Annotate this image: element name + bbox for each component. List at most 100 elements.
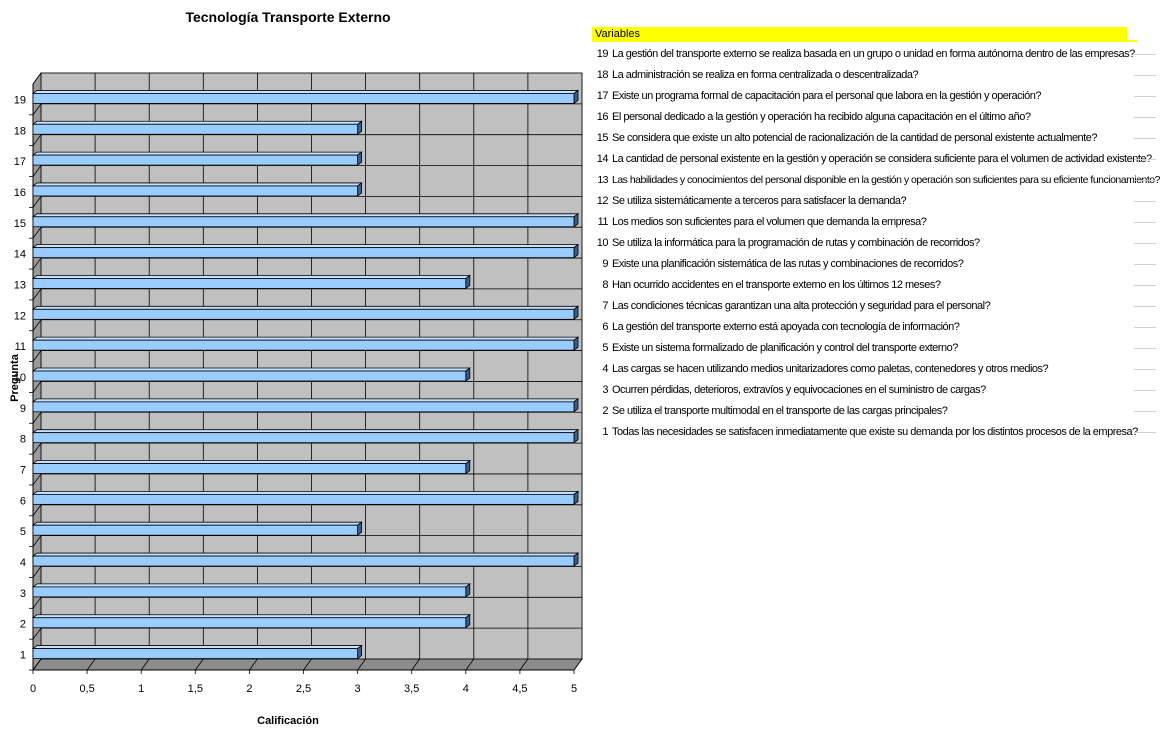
legend-item-text: La cantidad de personal existente en la … xyxy=(612,153,1152,165)
bar-1 xyxy=(31,644,363,660)
bar-top-face xyxy=(31,645,363,649)
x-tick-label: 3 xyxy=(355,683,361,695)
x-axis-title: Calificación xyxy=(257,715,319,727)
side-gridline xyxy=(32,504,42,517)
y-tick-label: 14 xyxy=(14,249,26,261)
side-gridline xyxy=(32,473,42,486)
bar-19 xyxy=(31,89,580,105)
floor-gridline xyxy=(519,658,529,671)
bar-16 xyxy=(31,182,363,197)
legend-item-text: Se considera que existe un alto potencia… xyxy=(612,132,1097,144)
legend-item-number: 11 xyxy=(597,216,609,228)
legend-item-number: 12 xyxy=(596,195,609,207)
legend-item: 18 La administración se realiza en forma … xyxy=(592,65,1164,86)
legend-header-highlight xyxy=(592,27,1127,41)
bar-18 xyxy=(31,120,363,136)
legend-item-number: 4 xyxy=(602,363,608,375)
bar-front-face xyxy=(32,648,359,659)
x-tick-label: 1,5 xyxy=(188,683,203,695)
side-gridline xyxy=(32,627,42,640)
legend-item-number: 2 xyxy=(602,405,608,417)
bar-front-face xyxy=(32,185,359,197)
bar-top-face xyxy=(31,367,471,372)
legend-item-number: 19 xyxy=(596,48,609,60)
legend-item-divider xyxy=(1134,432,1156,433)
legend-item-divider xyxy=(1134,264,1156,265)
legend-item: 17 Existe un programa formal de capacitac… xyxy=(592,86,1164,107)
bar-top-face xyxy=(31,90,580,94)
bar-12 xyxy=(31,305,580,321)
legend-item-text: Existe un sistema formalizado de planifi… xyxy=(612,342,958,354)
legend-item-text: La gestión del transporte externo se rea… xyxy=(612,48,1135,60)
legend-item: 12 Se utiliza sistemáticamente a terceros… xyxy=(592,191,1164,212)
bar-front-face xyxy=(32,524,359,536)
legend-item: 8 Han ocurrido accidentes en el transport… xyxy=(592,275,1164,296)
bar-chart: Tecnología Transporte Externo 0 0,5 1 1,5 2 2… xyxy=(9,9,583,727)
bar-top-face xyxy=(31,213,580,218)
x-tick-label: 0 xyxy=(30,683,36,695)
legend-item-number: 1 xyxy=(602,426,608,438)
bar-top-face xyxy=(31,614,471,619)
legend-item: 9 Existe una planificación sistemática de… xyxy=(592,254,1164,275)
legend-item-text: Todas las necesidades se satisfacen inme… xyxy=(612,426,1138,438)
legend-item: 3 Ocurren pérdidas, deterioros, extravíos… xyxy=(592,380,1164,401)
legend-item-number: 13 xyxy=(597,174,608,186)
legend-item-text: Se utiliza el transporte multimodal en e… xyxy=(612,405,948,417)
legend-item-divider xyxy=(1134,138,1156,139)
bar-front-face xyxy=(32,463,467,474)
bar-5 xyxy=(31,521,363,537)
bar-front-face xyxy=(32,586,467,598)
legend-header-label: Variables xyxy=(595,28,641,40)
legend-item-text: Los medios son suficientes para el volum… xyxy=(612,216,927,228)
y-tick-label: 18 xyxy=(14,125,26,137)
legend-item: 4 Las cargas se hacen utilizando medios u… xyxy=(592,359,1164,380)
bar-front-face xyxy=(32,555,575,567)
bar-front-face xyxy=(32,278,467,289)
legend-item-divider xyxy=(1134,411,1156,412)
bar-top-face xyxy=(31,398,580,403)
legend-item-text: Se utiliza sistemáticamente a terceros p… xyxy=(612,195,907,207)
legend-item-divider xyxy=(1134,96,1156,97)
bar-front-face xyxy=(32,216,575,228)
bar-front-face xyxy=(32,370,467,382)
legend-item-text: Las cargas se hacen utilizando medios un… xyxy=(612,363,1049,375)
side-gridline xyxy=(32,226,42,239)
legend-item-number: 15 xyxy=(596,132,609,144)
y-tick-label: 16 xyxy=(14,187,26,199)
bar-14 xyxy=(31,243,580,259)
bar-front-face xyxy=(32,308,575,320)
legend-item-text: Las condiciones técnicas garantizan una … xyxy=(612,300,991,312)
bar-2 xyxy=(31,613,471,629)
bar-top-face xyxy=(31,460,471,464)
bar-top-face xyxy=(31,244,580,249)
legend-item: 2 Se utiliza el transporte multimodal en … xyxy=(592,401,1164,422)
legend-item-text: Ocurren pérdidas, deterioros, extravíos … xyxy=(612,384,986,396)
legend-item-divider xyxy=(1134,117,1156,118)
legend-item-text: Existe una planificación sistemática de … xyxy=(612,258,964,270)
side-gridline xyxy=(32,257,42,270)
legend-item-divider xyxy=(1134,306,1156,307)
legend-item-divider xyxy=(1134,54,1156,55)
bar-3 xyxy=(31,583,471,598)
legend-list: 19 La gestión del transporte externo se r… xyxy=(592,44,1164,443)
bar-top-face xyxy=(31,583,471,588)
y-tick-label: 11 xyxy=(15,341,26,353)
side-gridline xyxy=(32,412,42,424)
legend-item: 5 Existe un sistema formalizado de planif… xyxy=(592,338,1164,359)
side-gridline xyxy=(32,381,42,393)
legend-item-divider xyxy=(1134,369,1156,370)
bar-top-face xyxy=(31,521,363,526)
bar-15 xyxy=(31,212,580,228)
side-gridline xyxy=(32,134,42,146)
legend-item-text: La gestión del transporte externo está a… xyxy=(612,321,960,333)
legend-item-divider xyxy=(1134,159,1156,160)
y-tick-label: 3 xyxy=(20,588,26,600)
legend-item-divider xyxy=(1134,75,1156,76)
side-gridline xyxy=(32,597,42,609)
bar-8 xyxy=(31,428,580,444)
side-gridline xyxy=(32,103,42,116)
bar-top-face xyxy=(31,275,471,279)
legend-item: 7 Las condiciones técnicas garantizan una… xyxy=(592,296,1164,317)
bars xyxy=(31,89,580,660)
legend-item-number: 5 xyxy=(602,342,608,354)
